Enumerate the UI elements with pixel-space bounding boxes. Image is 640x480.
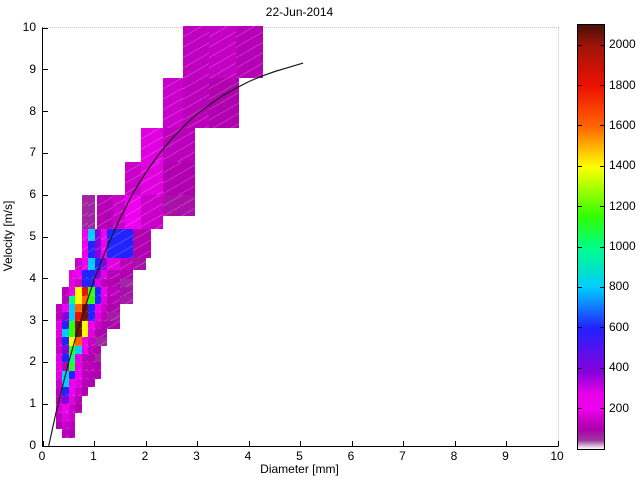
colorbar-tick <box>600 85 604 87</box>
colorbar-tick-label: 400 <box>609 360 630 375</box>
x-tick <box>145 441 147 446</box>
colorbar-tick <box>600 327 604 329</box>
colorbar-tick <box>600 246 604 248</box>
colorbar-tick-label: 200 <box>609 400 630 415</box>
colorbar-tick-label: 1800 <box>609 77 636 92</box>
colorbar-tick <box>578 367 582 369</box>
x-tick <box>197 441 198 446</box>
axis-ticks-layer <box>42 27 559 447</box>
x-tick-label: 4 <box>244 449 252 463</box>
y-tick <box>43 27 48 29</box>
colorbar-tick-label: 1400 <box>609 158 636 173</box>
y-tick <box>43 361 48 363</box>
y-tick <box>43 111 48 113</box>
colorbar-tick <box>578 327 582 329</box>
x-tick <box>557 441 559 446</box>
colorbar-tick-label: 800 <box>609 279 630 294</box>
x-tick-label: 1 <box>90 449 97 463</box>
y-tick <box>43 278 48 280</box>
y-tick-label: 7 <box>29 145 36 160</box>
colorbar-tick <box>600 286 604 288</box>
x-tick <box>403 441 404 446</box>
y-tick <box>43 403 48 405</box>
y-tick <box>43 152 48 154</box>
x-tick-label: 9 <box>502 449 509 463</box>
colorbar-tick <box>600 165 604 167</box>
plot-title: 22-Jun-2014 <box>265 5 334 19</box>
y-tick-label: 2 <box>29 354 36 369</box>
y-tick <box>43 320 48 322</box>
colorbar-tick <box>578 85 582 87</box>
y-tick <box>43 236 48 238</box>
colorbar-tick <box>578 165 582 167</box>
y-tick-label: 8 <box>29 103 36 118</box>
x-tick-label: 2 <box>141 449 149 463</box>
colorbar-tick <box>600 44 604 46</box>
x-tick-label: 6 <box>347 449 355 463</box>
plot-area <box>42 25 559 447</box>
x-tick <box>351 441 353 446</box>
x-tick <box>248 441 250 446</box>
colorbar-tick <box>578 44 582 46</box>
x-tick <box>506 441 507 446</box>
x-tick <box>300 441 301 446</box>
y-tick-label: 1 <box>29 396 36 411</box>
x-tick-label: 5 <box>296 449 303 463</box>
colorbar-gradient <box>578 25 604 449</box>
colorbar-tick-label: 1600 <box>609 117 636 132</box>
x-tick-label: 8 <box>450 449 458 463</box>
colorbar-tick <box>600 125 604 127</box>
y-axis-label: Velocity [m/s] <box>1 200 15 272</box>
y-tick <box>43 445 48 447</box>
y-tick-label: 0 <box>29 438 36 452</box>
colorbar-tick <box>578 125 582 127</box>
y-tick-label: 10 <box>22 20 36 34</box>
colorbar-tick <box>600 367 604 369</box>
x-axis-label: Diameter [mm] <box>260 462 339 476</box>
y-tick-label: 4 <box>29 270 36 285</box>
colorbar-tick-label: 1200 <box>609 198 636 213</box>
colorbar-tick-label: 600 <box>609 319 630 334</box>
colorbar-tick <box>600 206 604 208</box>
colorbar-tick <box>578 246 582 248</box>
x-tick-label: 7 <box>399 449 406 463</box>
colorbar-tick-label: 1000 <box>609 239 636 254</box>
colorbar-tick <box>578 408 582 410</box>
colorbar-tick <box>600 408 604 410</box>
x-tick <box>94 441 95 446</box>
y-tick <box>43 69 48 71</box>
colorbar-tick-label: 2000 <box>609 37 636 52</box>
y-tick <box>43 194 48 196</box>
colorbar-tick <box>578 206 582 208</box>
x-tick-label: 10 <box>550 449 564 463</box>
x-tick-label: 3 <box>193 449 200 463</box>
y-tick-label: 5 <box>29 229 36 243</box>
y-tick-label: 6 <box>29 187 36 202</box>
y-tick-label: 3 <box>29 312 36 327</box>
x-tick <box>42 441 44 446</box>
colorbar <box>577 24 605 450</box>
x-tick <box>454 441 456 446</box>
y-tick-label: 9 <box>29 61 36 76</box>
colorbar-tick <box>578 286 582 288</box>
x-tick-label: 0 <box>38 449 46 463</box>
